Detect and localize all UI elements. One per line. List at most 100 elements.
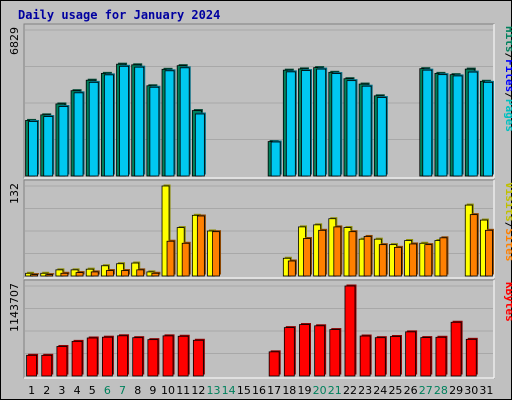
bar-kbytes — [71, 339, 84, 377]
bar-kbytes — [41, 353, 54, 377]
bar-sites — [318, 228, 328, 277]
x-tick-label: 25 — [388, 384, 402, 397]
bar-kbytes — [56, 344, 69, 377]
x-axis: 1 2 3 4 5 6 7 8 9 10 11 12 13 14 15 16 17 18 19 20 21 22 23 24 2… — [28, 384, 493, 397]
bar-sites — [363, 234, 373, 277]
bar-files — [331, 72, 343, 177]
x-tick-label: 24 — [373, 384, 387, 397]
bar-files — [437, 73, 449, 177]
bar-visits — [161, 184, 171, 277]
bar-kbytes — [26, 353, 39, 377]
bar-sites — [105, 269, 115, 277]
bar-kbytes — [147, 338, 160, 377]
bar-files — [483, 80, 494, 177]
bar-sites — [196, 214, 206, 277]
bar-files — [346, 79, 358, 177]
x-tick-label: 28 — [434, 384, 448, 397]
x-tick-label: 4 — [74, 384, 81, 397]
bar-kbytes — [192, 338, 205, 377]
x-tick-label: 5 — [89, 384, 96, 397]
bar-sites — [378, 243, 388, 277]
bar-files — [452, 74, 464, 177]
bar-kbytes — [283, 326, 296, 377]
x-tick-label: 8 — [134, 384, 141, 397]
bar-kbytes — [132, 336, 145, 377]
bar-kbytes — [268, 350, 281, 377]
bar-kbytes — [344, 284, 357, 377]
bar-kbytes — [86, 336, 99, 377]
x-tick-label: 12 — [191, 384, 205, 397]
y-max-label: 6829 — [8, 27, 21, 55]
bar-files — [149, 85, 161, 177]
y-max-label: 1143707 — [8, 283, 21, 332]
legend-entry: / — [503, 92, 512, 99]
panel-legend: Hits/Files/Pages — [503, 26, 512, 132]
x-tick-label: 30 — [464, 384, 478, 397]
bar-files — [270, 140, 282, 177]
x-tick-label: 3 — [58, 384, 65, 397]
bar-kbytes — [177, 334, 190, 377]
bar-kbytes — [329, 328, 342, 377]
legend-entry: Sites — [503, 228, 512, 261]
bar-files — [194, 112, 206, 177]
bar-files — [285, 70, 297, 177]
x-tick-label: 21 — [328, 384, 342, 397]
bar-sites — [409, 242, 419, 277]
x-tick-label: 1 — [28, 384, 35, 397]
x-tick-label: 19 — [297, 384, 311, 397]
bar-sites — [75, 271, 85, 277]
legend-entry: Files — [503, 59, 512, 92]
bar-sites — [136, 268, 146, 277]
bar-files — [73, 91, 85, 177]
bar-sites — [303, 237, 312, 277]
bar-sites — [212, 230, 222, 277]
bar-files — [301, 69, 312, 177]
bar-sites — [348, 230, 358, 277]
bar-files — [376, 96, 388, 177]
x-tick-label: 20 — [313, 384, 327, 397]
bar-files — [119, 64, 131, 177]
bar-kbytes — [101, 335, 114, 377]
x-tick-label: 11 — [176, 384, 190, 397]
legend-entry: Pages — [503, 99, 512, 132]
panel-legend: KBytes — [503, 282, 512, 322]
bar-files — [88, 80, 100, 177]
legend-entry: Visits — [503, 182, 512, 222]
bar-files — [467, 70, 479, 177]
x-tick-label: 13 — [207, 384, 221, 397]
bar-kbytes — [450, 320, 463, 377]
bar-files — [58, 105, 70, 177]
legend-entry: / — [503, 222, 512, 229]
x-tick-label: 6 — [104, 384, 111, 397]
x-tick-label: 15 — [237, 384, 251, 397]
bar-files — [103, 73, 115, 177]
bar-kbytes — [359, 334, 372, 377]
bar-sites — [485, 228, 494, 277]
bar-sites — [181, 241, 191, 277]
bar-sites — [45, 273, 55, 277]
panel-kbytes: 1143707 KBytes — [8, 279, 512, 379]
bar-kbytes — [117, 334, 130, 377]
x-tick-label: 31 — [479, 384, 493, 397]
panels-layer: 6829Hits/Files/Pages132Visits/Sites11437… — [8, 23, 512, 379]
bar-sites — [90, 270, 100, 277]
x-tick-label: 10 — [161, 384, 175, 397]
x-tick-label: 2 — [43, 384, 50, 397]
y-max-label: 132 — [8, 183, 21, 204]
x-tick-label: 29 — [449, 384, 463, 397]
x-tick-label: 27 — [419, 384, 433, 397]
bar-sites — [333, 225, 343, 277]
bar-kbytes — [405, 330, 418, 377]
legend-entry: / — [503, 53, 512, 60]
bar-sites — [166, 239, 176, 277]
bar-kbytes — [435, 335, 448, 377]
bar-kbytes — [299, 323, 311, 377]
bar-kbytes — [314, 324, 327, 377]
bar-sites — [469, 213, 479, 277]
panel-legend: Visits/Sites — [503, 182, 512, 262]
legend-entry: Hits — [503, 26, 512, 53]
panel-sites-visits: 132 Visits/Sites — [8, 179, 512, 279]
bar-files — [316, 67, 328, 177]
